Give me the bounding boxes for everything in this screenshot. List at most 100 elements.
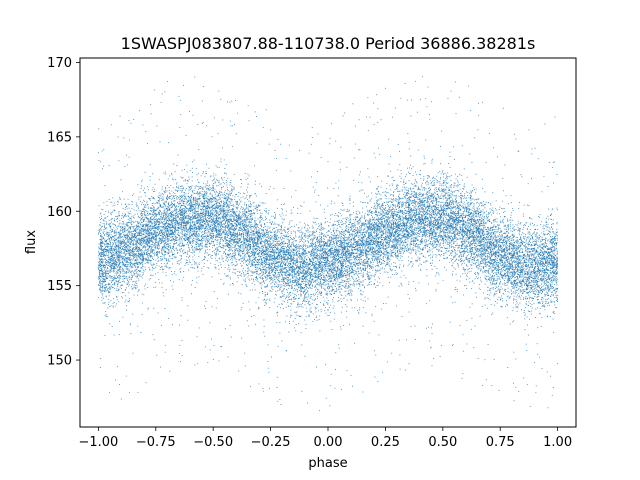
scatter-point — [235, 234, 237, 236]
scatter-point — [323, 211, 325, 213]
scatter-point — [359, 229, 361, 231]
scatter-point — [107, 261, 109, 263]
scatter-point — [245, 243, 247, 245]
scatter-point — [140, 210, 142, 212]
scatter-point — [408, 208, 410, 210]
scatter-point — [466, 255, 468, 257]
scatter-point — [239, 254, 241, 256]
scatter-point — [385, 231, 387, 233]
scatter-point — [252, 263, 253, 265]
scatter-point — [450, 203, 452, 205]
scatter-point — [419, 217, 421, 219]
scatter-point — [405, 214, 407, 216]
scatter-point — [300, 288, 302, 290]
scatter-point — [340, 239, 342, 241]
scatter-point — [166, 222, 168, 224]
scatter-point — [313, 281, 315, 283]
scatter-point — [204, 204, 206, 206]
scatter-point — [129, 222, 131, 224]
scatter-point — [204, 211, 206, 213]
scatter-point — [184, 235, 186, 237]
scatter-point — [451, 201, 453, 203]
scatter-point — [497, 278, 499, 280]
scatter-point — [339, 273, 341, 275]
scatter-point — [473, 210, 475, 212]
scatter-point — [236, 221, 238, 223]
scatter-point — [320, 271, 322, 273]
scatter-point — [247, 236, 248, 238]
scatter-point — [179, 248, 181, 250]
scatter-point — [326, 283, 328, 285]
scatter-point — [138, 231, 140, 233]
scatter-point — [199, 248, 201, 250]
scatter-point — [251, 263, 253, 264]
scatter-point — [389, 233, 390, 235]
scatter-point — [375, 286, 376, 288]
scatter-point — [229, 198, 231, 200]
scatter-point — [518, 288, 520, 289]
scatter-point — [160, 219, 162, 221]
scatter-point — [270, 232, 272, 234]
scatter-point — [527, 265, 529, 266]
scatter-point — [218, 234, 219, 236]
scatter-point — [290, 231, 292, 233]
scatter-point — [399, 150, 400, 152]
scatter-point — [539, 263, 541, 265]
scatter-point — [188, 196, 190, 198]
scatter-point — [187, 237, 188, 238]
scatter-point — [112, 197, 114, 199]
scatter-point — [393, 224, 394, 226]
scatter-point — [292, 230, 294, 232]
scatter-point — [301, 262, 303, 264]
scatter-point — [500, 236, 502, 238]
scatter-point — [128, 282, 130, 284]
scatter-point — [392, 233, 394, 235]
scatter-point — [499, 276, 501, 278]
scatter-point — [439, 197, 440, 199]
scatter-point — [552, 223, 554, 225]
scatter-point — [520, 283, 522, 285]
scatter-point — [426, 212, 427, 213]
scatter-point — [261, 250, 263, 252]
scatter-point — [308, 280, 310, 282]
scatter-point — [104, 272, 105, 274]
scatter-point — [311, 242, 313, 244]
scatter-point — [340, 237, 342, 239]
scatter-point — [120, 241, 121, 243]
scatter-point — [356, 229, 357, 231]
scatter-point — [289, 252, 291, 254]
scatter-point — [209, 207, 211, 209]
scatter-point — [113, 271, 115, 273]
scatter-point — [138, 249, 139, 251]
scatter-point — [115, 259, 117, 261]
scatter-point — [320, 283, 322, 285]
scatter-point — [416, 181, 417, 183]
scatter-point — [164, 224, 166, 226]
scatter-point — [484, 240, 486, 242]
scatter-point — [543, 283, 545, 285]
scatter-point — [301, 265, 303, 267]
scatter-point — [475, 173, 477, 175]
scatter-point — [433, 228, 435, 230]
scatter-point — [304, 226, 306, 228]
scatter-point — [361, 252, 363, 254]
scatter-point — [504, 245, 506, 247]
scatter-point — [321, 250, 323, 252]
scatter-point — [430, 198, 432, 200]
scatter-point — [430, 180, 432, 182]
scatter-point — [195, 249, 197, 251]
scatter-point — [308, 269, 309, 270]
scatter-point — [424, 189, 426, 191]
scatter-point — [454, 252, 456, 254]
scatter-point — [517, 224, 519, 226]
scatter-point — [397, 214, 399, 215]
scatter-point — [479, 236, 481, 237]
scatter-point — [306, 245, 308, 247]
scatter-point — [294, 274, 296, 275]
scatter-point — [259, 205, 261, 206]
scatter-point — [433, 241, 435, 243]
scatter-point — [438, 242, 440, 244]
scatter-point — [385, 256, 387, 258]
scatter-point — [349, 221, 351, 223]
scatter-point — [340, 262, 342, 264]
